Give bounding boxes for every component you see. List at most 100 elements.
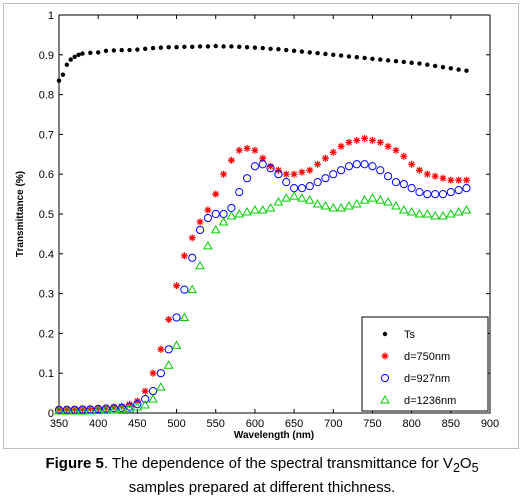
- data-point: [376, 166, 385, 175]
- data-point: [446, 188, 455, 197]
- data-point: [359, 195, 370, 204]
- data-point: [149, 369, 157, 377]
- data-point: [234, 208, 245, 218]
- legend-entry: d=927nm: [404, 373, 450, 385]
- data-point: [304, 195, 315, 204]
- data-point: [289, 191, 299, 200]
- data-point: [227, 156, 235, 164]
- data-point: [401, 59, 406, 65]
- data-point: [268, 46, 273, 52]
- data-point: [423, 190, 432, 199]
- data-point: [132, 402, 143, 411]
- data-point: [141, 394, 150, 404]
- data-point: [76, 52, 81, 57]
- data-point: [461, 205, 472, 214]
- data-point: [135, 47, 140, 52]
- data-point: [212, 190, 220, 198]
- data-point: [94, 404, 102, 412]
- data-point: [55, 405, 63, 413]
- data-point: [438, 190, 448, 199]
- data-point: [391, 201, 401, 210]
- data-point: [438, 210, 448, 220]
- data-point: [346, 54, 352, 59]
- y-tick-label: 0.1: [39, 368, 54, 380]
- data-point: [425, 62, 430, 67]
- data-point: [148, 394, 158, 403]
- series-circle: [54, 160, 471, 414]
- data-point: [86, 405, 94, 413]
- data-point: [260, 45, 265, 51]
- data-point: [345, 138, 353, 146]
- data-point: [297, 193, 307, 202]
- data-point: [237, 44, 242, 50]
- data-point: [297, 184, 307, 193]
- data-point: [195, 225, 205, 235]
- data-point: [415, 188, 424, 197]
- y-tick-label: 0.9: [39, 50, 54, 62]
- data-point: [117, 403, 126, 412]
- y-tick-label: 0.5: [39, 209, 54, 221]
- legend-entry: Ts: [404, 329, 416, 341]
- y-tick-label: 0.8: [39, 90, 54, 102]
- data-point: [188, 234, 196, 242]
- data-point: [352, 160, 361, 169]
- data-point: [462, 176, 470, 184]
- data-point: [376, 138, 384, 146]
- x-tick-label: 600: [246, 418, 264, 430]
- data-point: [203, 213, 212, 223]
- series-asterisk: [55, 134, 470, 413]
- data-point: [95, 50, 101, 55]
- data-point: [383, 197, 393, 206]
- data-point: [235, 146, 243, 154]
- axis-ticks: 350 400 450 500 550 600 650 700 750 800 850 900 0 0.1…: [39, 10, 499, 430]
- data-point: [440, 64, 446, 70]
- y-tick-label: 0.4: [39, 249, 54, 261]
- data-point: [313, 178, 322, 187]
- data-point: [431, 172, 439, 180]
- data-point: [172, 313, 181, 322]
- data-point: [312, 199, 323, 208]
- data-point: [79, 405, 87, 413]
- data-point: [140, 400, 151, 409]
- data-point: [414, 208, 425, 218]
- data-point: [407, 184, 416, 193]
- data-point: [156, 382, 166, 391]
- data-point: [282, 170, 290, 178]
- data-point: [368, 162, 377, 171]
- data-point: [338, 53, 344, 58]
- data-point: [190, 44, 195, 50]
- data-point: [329, 170, 338, 179]
- figure-frame: 350 400 450 500 550 600 650 700 750 800 850 900 0 0.1…: [3, 3, 519, 449]
- data-point: [408, 160, 416, 168]
- data-point: [337, 142, 345, 150]
- data-point: [54, 406, 64, 415]
- data-point: [336, 203, 346, 212]
- data-point: [274, 170, 283, 179]
- data-point: [398, 205, 409, 214]
- y-axis-label: Transmittance (%): [15, 171, 26, 257]
- data-point: [290, 170, 298, 178]
- data-point: [399, 180, 408, 189]
- data-point: [423, 170, 431, 178]
- data-point: [188, 253, 197, 262]
- y-tick-label: 0.7: [39, 129, 54, 141]
- data-point: [85, 405, 96, 415]
- data-point: [409, 60, 414, 65]
- data-point: [205, 44, 211, 49]
- y-tick-label: 0.6: [39, 169, 54, 181]
- data-point: [56, 78, 62, 83]
- data-point: [165, 315, 173, 323]
- figure-label: Figure 5: [45, 455, 104, 472]
- x-tick-label: 850: [442, 418, 460, 430]
- data-point: [116, 404, 127, 413]
- data-point: [370, 56, 375, 61]
- x-tick-label: 900: [481, 418, 499, 430]
- data-point: [125, 402, 134, 411]
- data-point: [321, 174, 330, 183]
- data-series: [54, 43, 472, 415]
- data-point: [252, 45, 258, 50]
- legend-marker: [380, 394, 390, 404]
- data-point: [64, 62, 70, 67]
- data-point: [93, 405, 104, 415]
- legend-marker: [382, 331, 388, 337]
